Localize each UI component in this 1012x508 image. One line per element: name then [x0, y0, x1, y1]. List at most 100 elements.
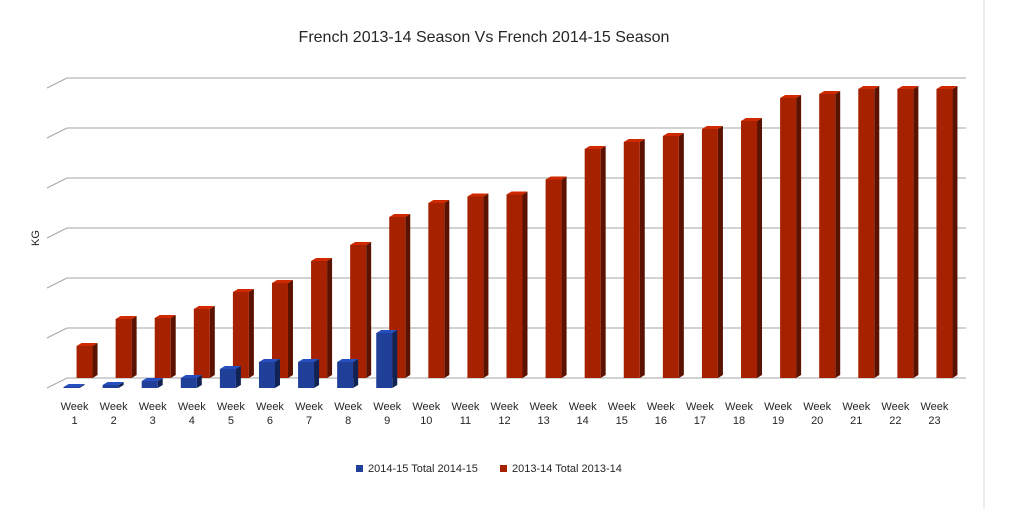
bar-side — [522, 191, 528, 378]
x-tick-label-line: Week — [61, 401, 89, 413]
bar-side — [157, 378, 163, 388]
bar-top — [102, 382, 124, 385]
x-tick-label: Week 2 — [100, 401, 128, 427]
x-tick-label-line: Week — [373, 401, 401, 413]
bar-side — [170, 315, 176, 378]
bar — [141, 378, 163, 388]
x-tick-label-line: 4 — [189, 415, 195, 427]
x-tick-label: Week 12 — [491, 401, 519, 427]
x-tick-label-line: Week — [803, 401, 831, 413]
bar-side — [717, 126, 723, 378]
x-tick-label: Week 17 — [686, 401, 714, 427]
x-tick-label-line: Week — [920, 401, 948, 413]
chart-title: French 2013-14 Season Vs French 2014-15 … — [299, 29, 670, 46]
x-tick-label-line: Week — [530, 401, 558, 413]
bar-front — [741, 121, 758, 378]
bar-side — [483, 193, 489, 378]
bar-front — [506, 194, 523, 378]
bar-front — [545, 179, 562, 378]
x-tick-label: Week 21 — [842, 401, 870, 427]
x-tick-label-line: Week — [178, 401, 206, 413]
x-tick-label-line: 5 — [228, 415, 234, 427]
bar-front — [63, 387, 80, 388]
gridline-depth — [46, 277, 68, 289]
x-tick-label-line: Week — [295, 401, 323, 413]
x-tick-label-line: 3 — [150, 415, 156, 427]
bar-side — [92, 343, 98, 378]
bar-front — [232, 292, 249, 378]
x-tick-label: Week 9 — [373, 401, 401, 427]
bar-front — [897, 89, 914, 378]
bar — [897, 86, 919, 378]
bar-side — [274, 359, 280, 388]
bar-side — [366, 242, 372, 378]
y-axis-label: KG — [30, 230, 42, 246]
bar-front — [141, 381, 158, 388]
x-tick-label-line: 2 — [111, 415, 117, 427]
gridline-depth — [46, 177, 68, 189]
bar-front — [780, 98, 797, 378]
x-tick-label-line: Week — [569, 401, 597, 413]
bar-top — [115, 316, 137, 319]
legend-item: 2014-15 Total 2014-15 — [356, 463, 478, 475]
bar-top — [76, 343, 98, 346]
bar — [584, 146, 606, 378]
bar — [311, 258, 333, 378]
bar — [298, 359, 320, 388]
x-tick-label-line: 17 — [694, 415, 706, 427]
bar-front — [376, 333, 393, 388]
bar-side — [353, 359, 359, 388]
bar-top — [819, 91, 841, 94]
bar-top — [232, 289, 254, 292]
bar-front — [193, 309, 210, 378]
bar-top — [467, 193, 489, 197]
x-tick-label-line: 21 — [850, 415, 862, 427]
bar — [76, 343, 98, 378]
bar-side — [131, 316, 137, 378]
bar-top — [63, 384, 85, 387]
bar-side — [874, 86, 880, 378]
gridline-depth — [46, 77, 68, 89]
bar-top — [662, 133, 684, 136]
x-tick-label-line: 16 — [655, 415, 667, 427]
bar-front — [819, 94, 836, 378]
bar — [545, 176, 567, 378]
x-tick-label-line: 13 — [537, 415, 549, 427]
bar — [258, 359, 280, 388]
bar — [271, 280, 293, 378]
x-tick-label-line: 18 — [733, 415, 745, 427]
x-tick-label-line: 11 — [460, 415, 471, 427]
bar-front — [584, 149, 601, 378]
x-tick-label-line: Week — [100, 401, 128, 413]
bar — [350, 242, 372, 378]
bar-top — [506, 191, 528, 195]
bar-top — [623, 139, 645, 142]
bar-top — [193, 306, 215, 309]
x-tick-label: Week 4 — [178, 401, 206, 427]
legend-swatch — [500, 465, 507, 472]
x-tick-label: Week 23 — [920, 401, 948, 427]
x-tick-label: Week 7 — [295, 401, 323, 427]
gridline-depth — [46, 227, 68, 239]
x-tick-label-line: Week — [647, 401, 675, 413]
x-tick-label-line: Week — [764, 401, 792, 413]
bar-top — [936, 86, 958, 89]
bar-front — [662, 136, 679, 378]
bar-front — [219, 369, 236, 388]
bar-side — [392, 330, 398, 388]
x-tick-label: Week 3 — [139, 401, 167, 427]
x-tick-label: Week 22 — [881, 401, 909, 427]
bar-side — [796, 95, 802, 378]
bar-front — [115, 319, 132, 378]
bar — [819, 91, 841, 378]
bar — [193, 306, 215, 378]
legend-item: 2013-14 Total 2013-14 — [500, 463, 622, 475]
bar-side — [678, 133, 684, 378]
bar-front — [298, 362, 315, 388]
x-tick-label-line: Week — [686, 401, 714, 413]
legend-swatch — [356, 465, 363, 472]
gridline-depth — [46, 127, 68, 139]
bar-top — [389, 214, 411, 217]
x-tick-label-line: 15 — [616, 415, 628, 427]
